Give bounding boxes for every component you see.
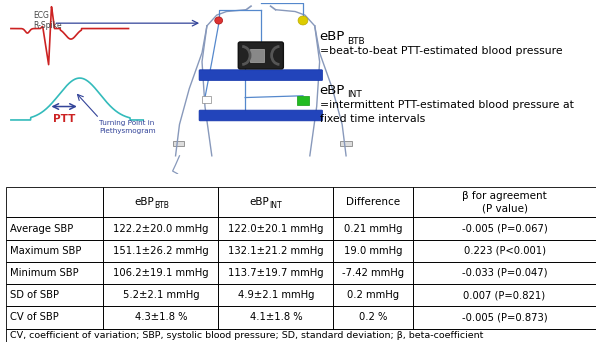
Text: SD of SBP: SD of SBP — [10, 290, 58, 300]
Bar — [334, 240, 413, 262]
Bar — [413, 240, 596, 262]
Text: CV of SBP: CV of SBP — [10, 313, 58, 323]
Text: PTT: PTT — [53, 114, 75, 124]
Text: -7.42 mmHg: -7.42 mmHg — [342, 268, 405, 278]
Bar — [413, 217, 596, 240]
Text: 106.2±19.1 mmHg: 106.2±19.1 mmHg — [113, 268, 209, 278]
Text: Minimum SBP: Minimum SBP — [10, 268, 78, 278]
Text: 132.1±21.2 mmHg: 132.1±21.2 mmHg — [228, 246, 324, 256]
Bar — [219, 217, 334, 240]
Text: 0.2 mmHg: 0.2 mmHg — [347, 290, 399, 300]
Text: eBP: eBP — [320, 30, 345, 43]
Circle shape — [215, 17, 223, 24]
Text: 122.2±20.0 mmHg: 122.2±20.0 mmHg — [113, 224, 209, 234]
Bar — [413, 187, 596, 217]
Text: 0.2 %: 0.2 % — [359, 313, 388, 323]
Text: INT: INT — [347, 90, 362, 99]
Text: 4.1±1.8 %: 4.1±1.8 % — [250, 313, 302, 323]
Bar — [104, 284, 219, 306]
Circle shape — [298, 16, 308, 25]
Text: Turning Point in
Plethysmogram: Turning Point in Plethysmogram — [99, 120, 156, 134]
Text: =intermittent PTT-estimated blood pressure at
fixed time intervals: =intermittent PTT-estimated blood pressu… — [320, 100, 574, 124]
Text: 4.9±2.1 mmHg: 4.9±2.1 mmHg — [238, 290, 314, 300]
Bar — [297, 96, 309, 105]
Text: β for agreement
(P value): β for agreement (P value) — [462, 191, 547, 213]
FancyBboxPatch shape — [199, 110, 323, 121]
Bar — [250, 49, 264, 62]
FancyBboxPatch shape — [199, 70, 323, 80]
Bar — [104, 187, 219, 217]
Bar — [334, 217, 413, 240]
Text: =beat-to-beat PTT-estimated blood pressure: =beat-to-beat PTT-estimated blood pressu… — [320, 47, 562, 57]
Bar — [340, 140, 352, 146]
Text: INT: INT — [269, 201, 282, 210]
Text: Maximum SBP: Maximum SBP — [10, 246, 81, 256]
Bar — [334, 262, 413, 284]
Text: eBP: eBP — [249, 197, 269, 207]
Bar — [219, 262, 334, 284]
Text: 4.3±1.8 %: 4.3±1.8 % — [135, 313, 187, 323]
Text: 113.7±19.7 mmHg: 113.7±19.7 mmHg — [228, 268, 324, 278]
Bar — [219, 284, 334, 306]
Text: eBP: eBP — [134, 197, 154, 207]
Bar — [6, 306, 104, 328]
Bar — [104, 217, 219, 240]
Text: 0.007 (P=0.821): 0.007 (P=0.821) — [464, 290, 545, 300]
Bar — [413, 262, 596, 284]
Text: eBP: eBP — [320, 84, 345, 97]
Text: 0.21 mmHg: 0.21 mmHg — [344, 224, 403, 234]
Bar — [6, 187, 104, 217]
Bar — [413, 306, 596, 328]
Bar — [334, 284, 413, 306]
Text: 122.0±20.1 mmHg: 122.0±20.1 mmHg — [228, 224, 324, 234]
Bar — [334, 306, 413, 328]
Text: Average SBP: Average SBP — [10, 224, 73, 234]
Bar — [6, 262, 104, 284]
Text: 5.2±2.1 mmHg: 5.2±2.1 mmHg — [123, 290, 199, 300]
Bar — [173, 140, 184, 146]
Bar — [413, 284, 596, 306]
Text: Difference: Difference — [346, 197, 400, 207]
Bar — [202, 96, 211, 103]
Bar — [6, 284, 104, 306]
Bar — [334, 187, 413, 217]
Text: CV, coefficient of variation; SBP, systolic blood pressure; SD, standard deviati: CV, coefficient of variation; SBP, systo… — [10, 331, 483, 339]
Text: BTB: BTB — [154, 201, 169, 210]
Bar — [219, 187, 334, 217]
Bar — [104, 306, 219, 328]
Text: 0.223 (P<0.001): 0.223 (P<0.001) — [464, 246, 545, 256]
Text: -0.033 (P=0.047): -0.033 (P=0.047) — [462, 268, 547, 278]
Bar — [6, 328, 596, 342]
Text: 151.1±26.2 mmHg: 151.1±26.2 mmHg — [113, 246, 209, 256]
Text: -0.005 (P=0.067): -0.005 (P=0.067) — [462, 224, 547, 234]
Bar — [104, 240, 219, 262]
FancyBboxPatch shape — [238, 42, 284, 69]
Bar — [6, 240, 104, 262]
Text: 19.0 mmHg: 19.0 mmHg — [344, 246, 403, 256]
Text: -0.005 (P=0.873): -0.005 (P=0.873) — [462, 313, 547, 323]
Bar — [219, 240, 334, 262]
Bar — [104, 262, 219, 284]
Text: BTB: BTB — [347, 37, 365, 46]
Text: ECG
R-Spike: ECG R-Spike — [34, 11, 62, 30]
Bar — [6, 217, 104, 240]
Bar — [219, 306, 334, 328]
